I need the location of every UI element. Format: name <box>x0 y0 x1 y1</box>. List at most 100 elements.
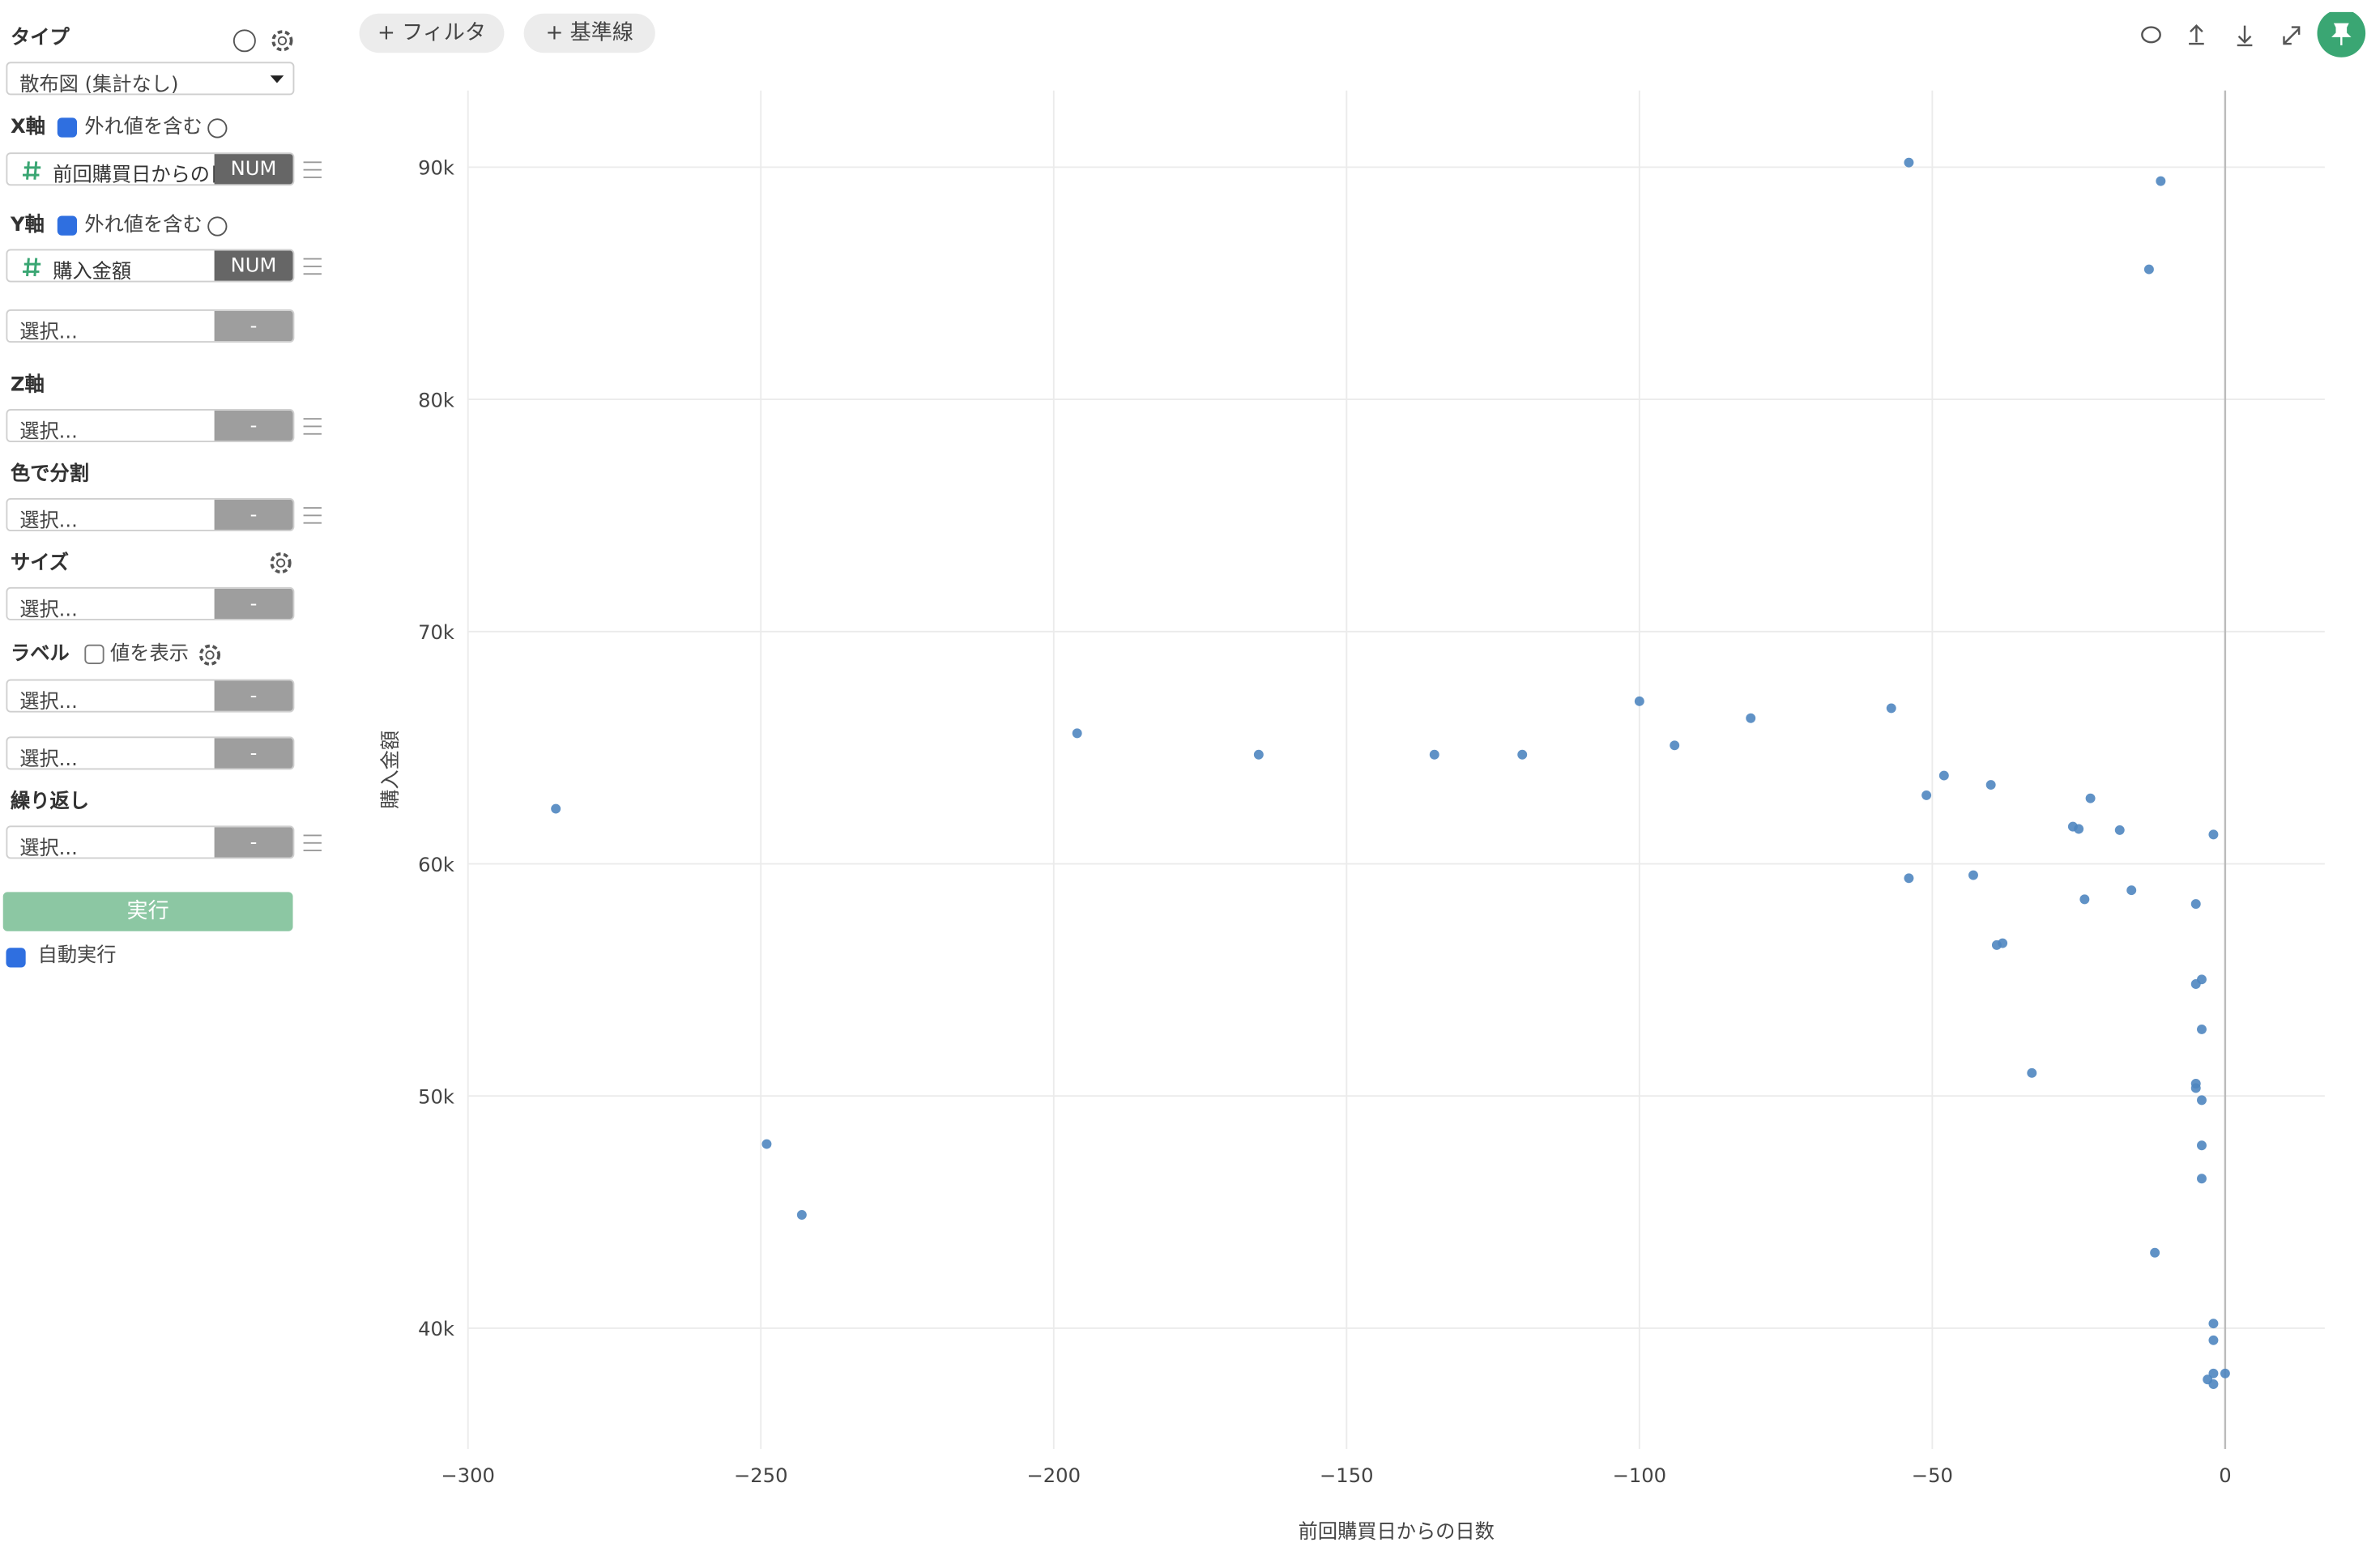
color-menu[interactable] <box>303 507 322 524</box>
point <box>1429 749 1439 760</box>
x-field[interactable]: 前回購買日からの日数 NUM <box>6 152 295 186</box>
sidebar: タイプ 散布図 (集計なし) X軸 外れ値を含む 前回購買日からの日数 NUM … <box>0 0 332 1056</box>
z-axis-label: Z軸 <box>11 374 45 398</box>
x-field-name: 前回購買日からの日数 <box>53 164 219 186</box>
point <box>551 803 561 814</box>
run-button[interactable]: 実行 <box>2 892 293 931</box>
x-menu[interactable] <box>303 161 322 178</box>
field-kind: - <box>214 588 293 620</box>
y-field-kind: NUM <box>214 250 293 281</box>
field-kind: - <box>214 499 293 530</box>
field-kind: - <box>214 827 293 858</box>
point <box>2150 1247 2160 1258</box>
repeat-menu[interactable] <box>303 834 322 852</box>
point <box>2208 1335 2219 1345</box>
point <box>1072 728 1082 739</box>
point <box>1968 870 1978 880</box>
point <box>2027 1067 2037 1078</box>
z-menu[interactable] <box>303 418 322 435</box>
type-select[interactable]: 散布図 (集計なし) <box>6 62 295 96</box>
x-tick-label: −300 <box>441 1464 495 1487</box>
x-outlier-checkbox[interactable] <box>57 117 78 138</box>
y-axis-title: 購入金額 <box>379 731 402 809</box>
point <box>2208 1319 2219 1329</box>
download-icon[interactable] <box>2237 25 2253 47</box>
type-value: 散布図 (集計なし) <box>19 74 179 96</box>
y-tick-label: 50k <box>418 1086 454 1109</box>
point <box>1886 703 1896 714</box>
label-label: ラベル <box>11 642 70 666</box>
expand-icon[interactable] <box>2283 26 2301 45</box>
point <box>2156 176 2166 186</box>
x-tick-label: −200 <box>1026 1464 1081 1487</box>
x-axis-title: 前回購買日からの日数 <box>1299 1520 1495 1543</box>
top-icons <box>2141 11 2366 58</box>
point <box>1904 157 1914 168</box>
comment-icon[interactable] <box>2141 26 2161 44</box>
field-kind: - <box>214 738 293 769</box>
repeat-label: 繰り返し <box>11 790 89 814</box>
placeholder: 選択... <box>19 837 78 859</box>
x-tick-label: −250 <box>734 1464 788 1487</box>
y-tick-label: 60k <box>418 854 454 876</box>
color-split-label: 色で分割 <box>11 463 89 487</box>
point <box>2208 1368 2219 1378</box>
point <box>796 1210 807 1220</box>
show-values-text: 値を表示 <box>110 642 189 666</box>
y-outlier-text: 外れ値を含む <box>84 214 203 237</box>
x-axis-label: X軸 <box>11 116 45 139</box>
y-outlier-checkbox[interactable] <box>57 215 78 236</box>
point <box>1253 749 1264 760</box>
z-field[interactable]: 選択... - <box>6 409 295 443</box>
point <box>2190 899 2201 910</box>
type-icons <box>232 29 293 53</box>
size-settings-icon[interactable] <box>269 551 293 575</box>
label-field[interactable]: 選択... - <box>6 736 295 770</box>
reference-line-button[interactable]: + 基準線 <box>523 13 655 53</box>
point <box>2197 1095 2207 1106</box>
x-field-kind: NUM <box>214 154 293 185</box>
point <box>2079 894 2090 905</box>
x-tick-label: −50 <box>1912 1464 1953 1487</box>
size-label: サイズ <box>11 552 70 576</box>
show-values-checkbox[interactable] <box>84 644 104 664</box>
point <box>1904 873 1914 884</box>
point <box>2208 829 2219 840</box>
repeat-field[interactable]: 選択... - <box>6 825 295 859</box>
y-tick-label: 40k <box>418 1318 454 1340</box>
label-field[interactable]: 選択... - <box>6 679 295 713</box>
x-outlier-text: 外れ値を含む <box>84 116 203 139</box>
point <box>2197 1174 2207 1184</box>
settings-icon[interactable] <box>271 30 293 52</box>
share-icon[interactable] <box>2189 23 2204 45</box>
y-extra-field[interactable]: 選択... - <box>6 309 295 343</box>
size-field[interactable]: 選択... - <box>6 586 295 620</box>
y-tick-label: 70k <box>418 621 454 644</box>
placeholder: 選択... <box>19 420 78 443</box>
color-field[interactable]: 選択... - <box>6 497 295 531</box>
field-kind: - <box>214 680 293 711</box>
auto-run-checkbox[interactable] <box>6 948 26 968</box>
point <box>2197 1024 2207 1034</box>
point <box>1746 713 1756 723</box>
placeholder: 選択... <box>19 748 78 770</box>
placeholder: 選択... <box>19 691 78 713</box>
placeholder: 選択... <box>19 321 78 343</box>
point <box>1938 770 1949 781</box>
point <box>1670 740 1680 751</box>
label-settings-icon[interactable] <box>198 643 222 667</box>
help-icon[interactable] <box>232 29 256 53</box>
y-menu[interactable] <box>303 258 322 275</box>
x-tick-label: −150 <box>1320 1464 1374 1487</box>
point <box>1998 938 2008 948</box>
point <box>2190 979 2201 989</box>
filter-button[interactable]: + フィルタ <box>359 13 505 53</box>
point <box>2208 1379 2219 1389</box>
point <box>1517 749 1528 760</box>
y-axis-label: Y軸 <box>11 214 45 237</box>
y-field[interactable]: 購入金額 NUM <box>6 249 295 283</box>
point <box>2197 1140 2207 1151</box>
field-kind: - <box>214 310 293 342</box>
